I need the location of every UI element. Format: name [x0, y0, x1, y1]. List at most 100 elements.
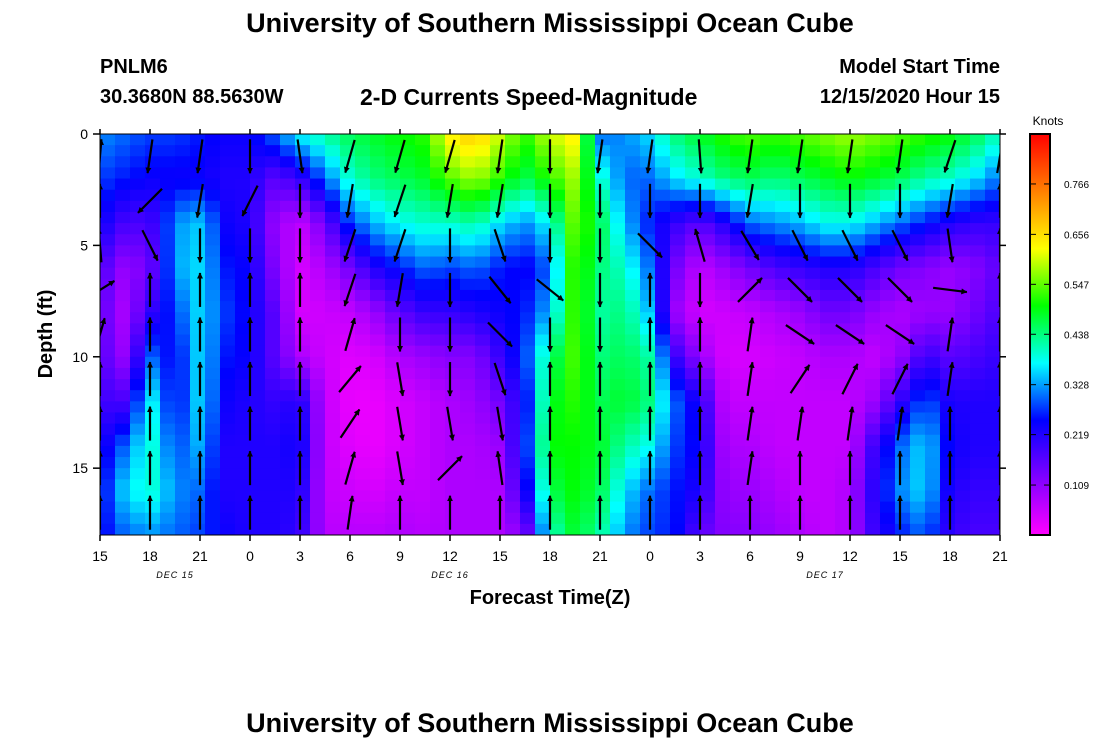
heatmap-cell: [880, 501, 896, 514]
heatmap-cell: [265, 334, 281, 347]
heatmap-cell: [835, 334, 851, 347]
heatmap-cell: [970, 390, 986, 402]
heatmap-cell: [490, 490, 506, 503]
heatmap-cell: [835, 267, 851, 280]
heatmap-cell: [895, 323, 911, 336]
heatmap-cell: [400, 479, 416, 492]
heatmap-cell: [220, 234, 236, 246]
heatmap-cell: [550, 501, 566, 514]
current-vector-arrow: [100, 280, 115, 292]
heatmap-cell: [820, 490, 836, 503]
heatmap-cell: [280, 379, 296, 391]
heatmap-cell: [370, 523, 386, 535]
heatmap-cell: [760, 457, 776, 469]
heatmap-cell: [580, 278, 596, 291]
heatmap-cell: [265, 356, 281, 369]
heatmap-cell: [580, 390, 596, 402]
heatmap-cell: [475, 457, 491, 469]
heatmap-cell: [400, 211, 416, 224]
heatmap-cell: [340, 256, 356, 269]
heatmap-cell: [820, 134, 836, 146]
heatmap-cell: [730, 223, 746, 235]
heatmap-cell: [610, 301, 626, 313]
heatmap-cell: [460, 223, 476, 235]
heatmap-cell: [310, 289, 326, 302]
heatmap-cell: [175, 323, 191, 336]
heatmap-cell: [850, 178, 866, 191]
heatmap-cell: [745, 211, 761, 224]
heatmap-cell: [715, 356, 731, 369]
heatmap-cell: [880, 312, 896, 324]
heatmap-cell: [115, 434, 131, 447]
heatmap-cell: [685, 278, 701, 291]
heatmap-cell: [370, 345, 386, 358]
heatmap-cell: [880, 167, 896, 180]
heatmap-cell: [220, 301, 236, 313]
heatmap-cell: [745, 490, 761, 503]
heatmap-cell: [280, 189, 296, 202]
heatmap-cell: [925, 523, 941, 535]
heatmap-cell: [295, 468, 311, 480]
heatmap-cell: [910, 468, 926, 480]
heatmap-cell: [790, 289, 806, 302]
heatmap-cell: [550, 457, 566, 469]
heatmap-cell: [505, 468, 521, 480]
heatmap-cell: [610, 401, 626, 414]
heatmap-cell: [730, 423, 746, 436]
heatmap-cell: [835, 211, 851, 224]
heatmap-cell: [940, 334, 956, 347]
heatmap-cell: [250, 345, 266, 358]
heatmap-cell: [655, 468, 671, 480]
heatmap-cell: [130, 345, 146, 358]
heatmap-cell: [100, 134, 116, 146]
heatmap-cell: [370, 245, 386, 258]
heatmap-cell: [595, 189, 611, 202]
heatmap-cell: [490, 245, 506, 258]
heatmap-cell: [475, 356, 491, 369]
current-vector-arrow: [845, 139, 854, 174]
heatmap-cell: [985, 234, 1000, 246]
heatmap-cell: [115, 234, 131, 246]
heatmap-cell: [385, 278, 401, 291]
heatmap-cell: [595, 468, 611, 480]
heatmap-cell: [955, 401, 971, 414]
heatmap-cell: [535, 412, 551, 425]
heatmap-cell: [835, 434, 851, 447]
heatmap-cell: [505, 156, 521, 169]
heatmap-cell: [775, 379, 791, 391]
heatmap-cell: [445, 334, 461, 347]
heatmap-cell: [310, 401, 326, 414]
heatmap-cell: [610, 167, 626, 180]
heatmap-cell: [640, 289, 656, 302]
heatmap-cell: [130, 390, 146, 402]
heatmap-cell: [790, 468, 806, 480]
heatmap-cell: [400, 445, 416, 458]
heatmap-cell: [565, 523, 581, 535]
heatmap-cell: [775, 312, 791, 324]
heatmap-cell: [610, 223, 626, 235]
heatmap-cell: [955, 457, 971, 469]
heatmap-cell: [445, 479, 461, 492]
heatmap-cell: [805, 289, 821, 302]
heatmap-cell: [925, 479, 941, 492]
heatmap-cell: [550, 334, 566, 347]
heatmap-cell: [715, 445, 731, 458]
heatmap-cell: [925, 200, 941, 213]
heatmap-cell: [340, 490, 356, 503]
heatmap-cell: [910, 156, 926, 169]
heatmap-cell: [820, 189, 836, 202]
heatmap-cell: [550, 278, 566, 291]
heatmap-cell: [640, 468, 656, 480]
heatmap-cell: [580, 367, 596, 380]
heatmap-cell: [220, 256, 236, 269]
current-vector-arrow: [946, 317, 955, 352]
heatmap-cell: [925, 312, 941, 324]
heatmap-cell: [940, 178, 956, 191]
heatmap-cell: [355, 211, 371, 224]
heatmap-cell: [610, 445, 626, 458]
heatmap-cell: [310, 134, 326, 146]
heatmap-cell: [100, 445, 116, 458]
heatmap-cell: [700, 334, 716, 347]
heatmap-cell: [745, 479, 761, 492]
heatmap-cell: [520, 134, 536, 146]
